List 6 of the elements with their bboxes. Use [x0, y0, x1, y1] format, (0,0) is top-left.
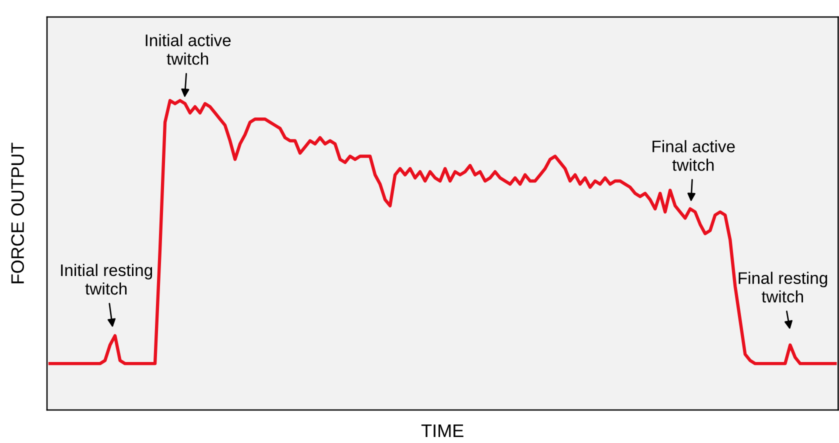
annotation: Initial resting twitch — [61, 264, 152, 295]
y-axis-title: FORCE OUTPUT — [11, 142, 24, 284]
text: Initial active twitch — [146, 34, 231, 65]
annotation: Final resting twitch — [738, 272, 828, 303]
x-axis-title: TIME — [421, 424, 464, 437]
annotation: Final active twitch — [652, 140, 735, 171]
